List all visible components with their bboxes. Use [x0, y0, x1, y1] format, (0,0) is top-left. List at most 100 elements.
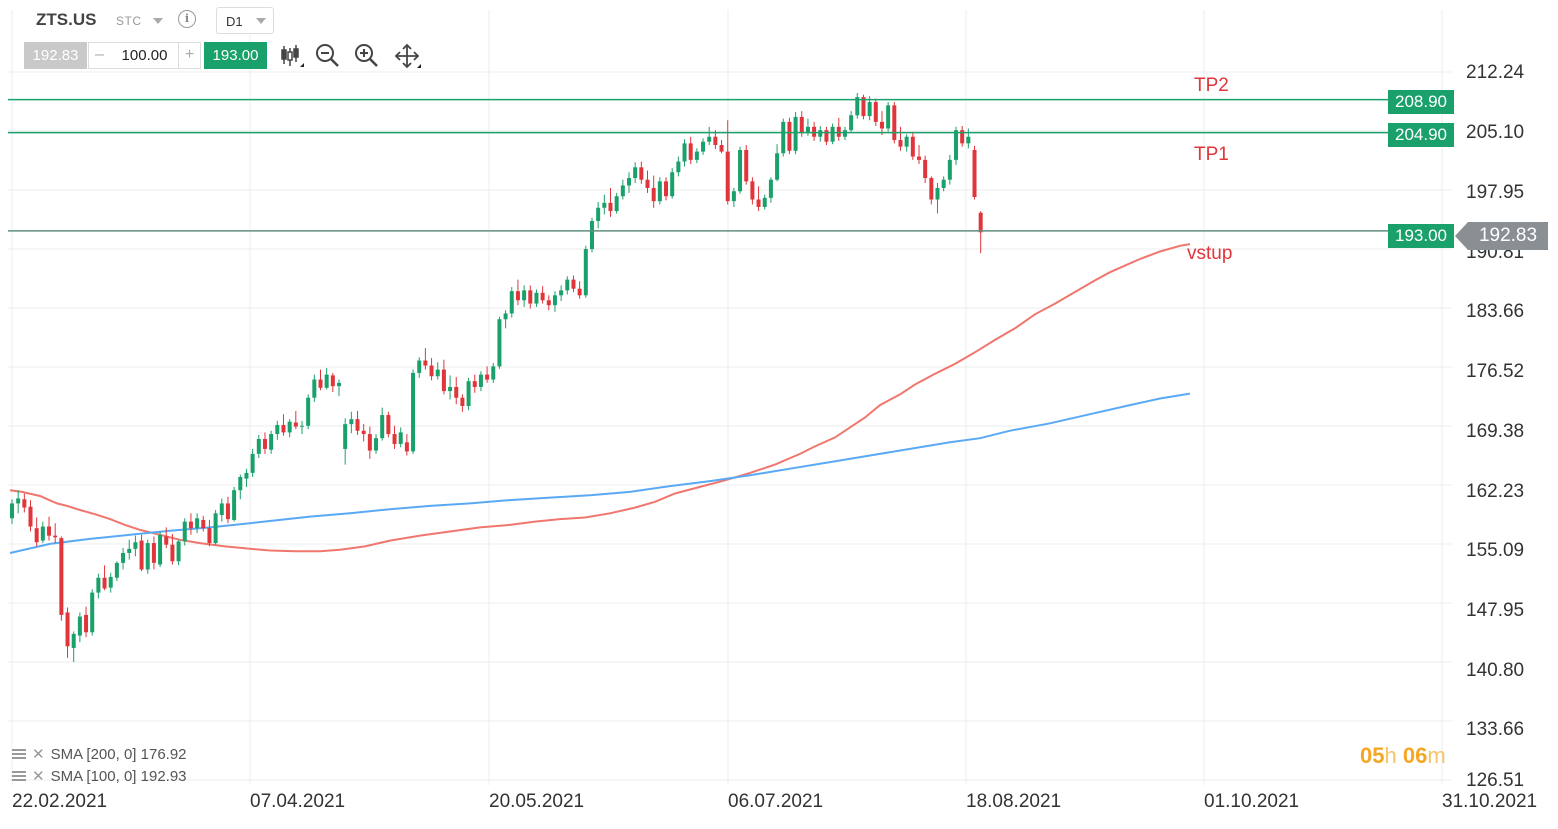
candle-up	[805, 126, 810, 133]
candle-up	[213, 513, 218, 544]
y-tick: 133.66	[1466, 719, 1525, 740]
candle-down	[151, 543, 156, 563]
y-tick: 147.95	[1466, 600, 1525, 621]
move-pan-icon[interactable]	[393, 42, 421, 70]
candle-down	[262, 439, 267, 449]
candle-up	[762, 197, 767, 207]
legend-sma200[interactable]: ✕ SMA [200, 0] 176.92	[12, 745, 187, 763]
buy-price-button[interactable]: 193.00	[204, 42, 267, 69]
x-tick: 07.04.2021	[250, 791, 346, 812]
info-icon[interactable]: i	[178, 10, 196, 28]
quantity-decrease-button[interactable]: –	[88, 42, 111, 69]
drag-handle-icon[interactable]	[12, 770, 26, 782]
sell-price-button[interactable]: 192.83	[24, 42, 87, 69]
instrument-type: STC	[116, 14, 142, 28]
candle-up	[497, 319, 502, 367]
candle-down	[460, 397, 465, 406]
candlestick-chart-type-icon[interactable]	[278, 42, 306, 70]
candle-down	[799, 116, 804, 133]
candle-down	[47, 526, 52, 536]
candle-up	[565, 279, 570, 291]
candle-down	[688, 143, 693, 160]
candle-up	[491, 366, 496, 380]
legend-sma100[interactable]: ✕ SMA [100, 0] 192.93	[12, 767, 187, 785]
candle-down	[892, 105, 897, 141]
candle-up	[657, 181, 662, 202]
candle-up	[133, 542, 138, 549]
candle-up	[589, 220, 594, 250]
candle-up	[466, 381, 471, 406]
candle-up	[232, 490, 237, 520]
candle-up	[176, 541, 181, 562]
candle-up	[842, 130, 847, 137]
y-tick: 126.51	[1466, 770, 1525, 791]
candle-down	[361, 430, 366, 435]
candle-up	[830, 126, 835, 142]
timeframe-value: D1	[226, 14, 243, 29]
x-tick: 01.10.2021	[1204, 791, 1300, 812]
candle-down	[207, 528, 212, 544]
candle-down	[910, 136, 915, 157]
candle-up	[195, 518, 200, 529]
candle-down	[756, 199, 761, 207]
candle-up	[238, 476, 243, 491]
level-tag-tp1[interactable]: 204.90	[1388, 123, 1454, 147]
zoom-out-icon[interactable]	[314, 42, 342, 70]
current-price-arrow	[1455, 222, 1468, 250]
candle-down	[367, 434, 372, 451]
candle-down	[485, 374, 490, 380]
candle-up	[583, 249, 588, 296]
candle-down	[429, 365, 434, 377]
timeframe-select[interactable]: D1	[216, 7, 274, 34]
candle-up	[904, 136, 909, 147]
candle-down	[404, 442, 409, 452]
candle-up	[731, 191, 736, 202]
y-tick: 183.66	[1466, 301, 1525, 322]
candle-up	[522, 290, 527, 301]
candle-down	[139, 540, 144, 570]
remove-indicator-close-icon[interactable]: ✕	[32, 746, 45, 763]
candle-up	[627, 178, 631, 186]
candle-down	[386, 415, 391, 435]
remove-indicator-close-icon[interactable]: ✕	[32, 768, 45, 785]
candle-up	[941, 179, 946, 188]
candle-down	[423, 360, 428, 366]
level-tag-tp2[interactable]: 208.90	[1388, 90, 1454, 114]
candle-countdown-timer: 05h 06m	[1360, 743, 1446, 768]
x-tick: 22.02.2021	[12, 791, 108, 812]
drag-handle-icon[interactable]	[12, 748, 26, 760]
candle-up	[256, 439, 261, 454]
candle-up	[380, 415, 385, 439]
timeframe-chevron-down-icon	[256, 18, 266, 24]
candle-down	[454, 386, 459, 398]
x-tick: 18.08.2021	[966, 791, 1062, 812]
y-tick: 197.95	[1466, 182, 1525, 203]
candle-up	[694, 151, 699, 160]
candle-up	[182, 521, 187, 542]
candle-up	[349, 419, 354, 425]
candle-down	[750, 181, 755, 200]
candle-up	[158, 534, 163, 565]
candle-up	[71, 633, 76, 648]
zoom-in-icon[interactable]	[353, 42, 381, 70]
candle-up	[306, 397, 311, 426]
level-tag-entry[interactable]: 193.00	[1388, 224, 1454, 248]
symbol-title[interactable]: ZTS.US	[36, 10, 97, 29]
candle-up	[374, 438, 379, 451]
symbol-dropdown-chevron-down-icon[interactable]	[153, 18, 163, 24]
candle-up	[337, 382, 342, 387]
quantity-input[interactable]: 100.00	[110, 42, 179, 69]
candle-down	[515, 291, 520, 301]
candle-down	[916, 156, 921, 160]
candle-up	[448, 386, 453, 392]
candle-down	[281, 424, 286, 433]
sma200-line	[9, 392, 1191, 554]
candle-up	[121, 552, 126, 563]
candle-down	[836, 126, 841, 137]
candle-up	[701, 141, 706, 152]
quantity-increase-button[interactable]: +	[178, 42, 201, 69]
current-price-tag: 192.83	[1468, 222, 1548, 250]
candle-up	[768, 179, 773, 198]
